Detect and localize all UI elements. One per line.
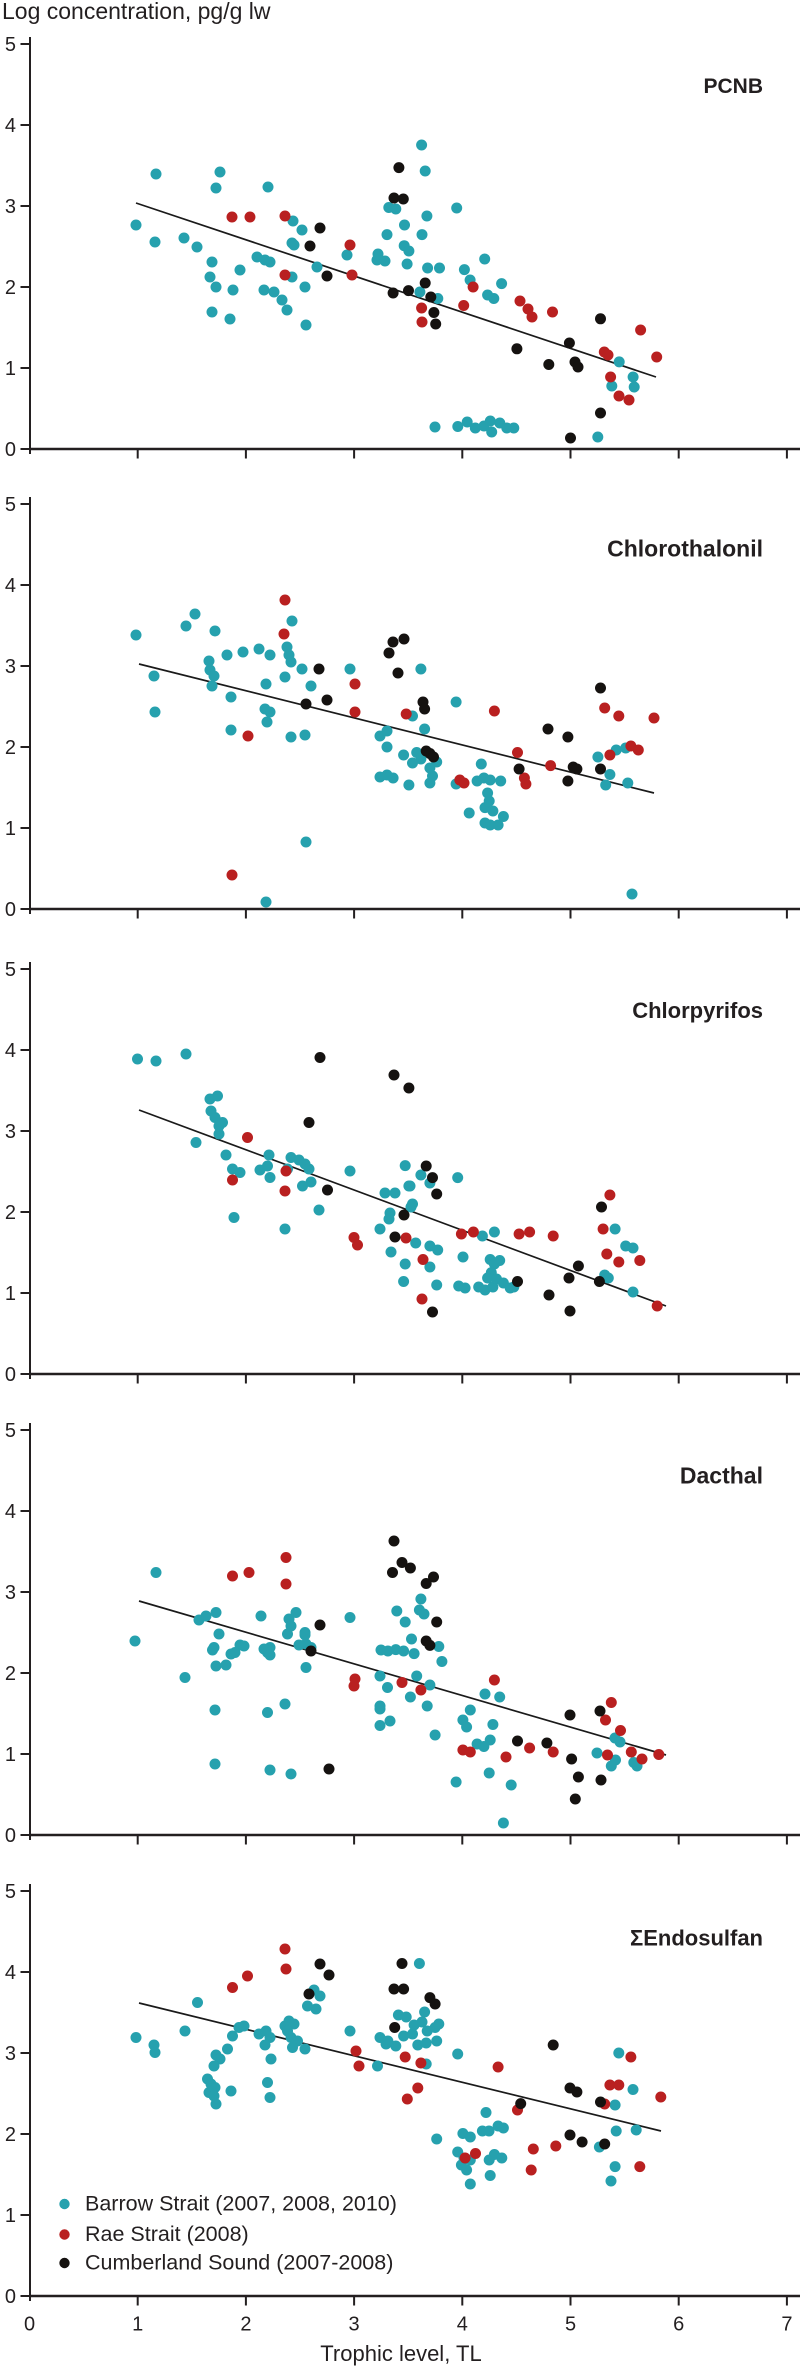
svg-text:Cumberland Sound (2007-2008): Cumberland Sound (2007-2008) bbox=[85, 2251, 393, 2275]
svg-text:1: 1 bbox=[5, 1744, 16, 1766]
svg-text:3: 3 bbox=[349, 2314, 360, 2336]
svg-text:2: 2 bbox=[5, 1663, 16, 1685]
svg-text:PCNB: PCNB bbox=[703, 75, 763, 98]
svg-text:1: 1 bbox=[5, 358, 16, 380]
svg-text:Dacthal: Dacthal bbox=[680, 1463, 763, 1489]
svg-text:Chlorpyrifos: Chlorpyrifos bbox=[632, 998, 763, 1023]
svg-text:Chlorothalonil: Chlorothalonil bbox=[607, 536, 763, 562]
svg-text:0: 0 bbox=[5, 899, 16, 921]
svg-text:2: 2 bbox=[5, 2124, 16, 2146]
svg-text:1: 1 bbox=[5, 2205, 16, 2227]
svg-text:3: 3 bbox=[5, 656, 16, 678]
svg-text:3: 3 bbox=[5, 1121, 16, 1143]
svg-text:ΣEndosulfan: ΣEndosulfan bbox=[630, 1926, 763, 1951]
svg-text:0: 0 bbox=[5, 1825, 16, 1847]
svg-text:2: 2 bbox=[5, 277, 16, 299]
svg-text:6: 6 bbox=[673, 2314, 684, 2336]
svg-text:5: 5 bbox=[565, 2314, 576, 2336]
svg-text:1: 1 bbox=[5, 1283, 16, 1305]
svg-text:3: 3 bbox=[5, 2043, 16, 2065]
svg-text:Log concentration, pg/g lw: Log concentration, pg/g lw bbox=[2, 0, 271, 24]
svg-text:Trophic level, TL: Trophic level, TL bbox=[320, 2341, 481, 2366]
svg-text:4: 4 bbox=[5, 575, 16, 597]
svg-text:3: 3 bbox=[5, 1582, 16, 1604]
svg-text:4: 4 bbox=[5, 1501, 16, 1523]
svg-text:1: 1 bbox=[5, 818, 16, 840]
svg-text:4: 4 bbox=[5, 1962, 16, 1984]
svg-text:7: 7 bbox=[781, 2314, 792, 2336]
svg-text:3: 3 bbox=[5, 196, 16, 218]
svg-text:Rae Strait (2008): Rae Strait (2008) bbox=[85, 2222, 249, 2246]
svg-text:1: 1 bbox=[132, 2314, 143, 2336]
svg-text:0: 0 bbox=[5, 2286, 16, 2308]
svg-text:5: 5 bbox=[5, 34, 16, 56]
svg-text:Barrow Strait (2007, 2008, 201: Barrow Strait (2007, 2008, 2010) bbox=[85, 2192, 397, 2216]
svg-text:2: 2 bbox=[5, 737, 16, 759]
svg-text:5: 5 bbox=[5, 1881, 16, 1903]
svg-text:2: 2 bbox=[5, 1202, 16, 1224]
svg-text:4: 4 bbox=[457, 2314, 468, 2336]
svg-text:5: 5 bbox=[5, 1420, 16, 1442]
svg-text:0: 0 bbox=[5, 1364, 16, 1386]
svg-text:4: 4 bbox=[5, 1040, 16, 1062]
svg-text:5: 5 bbox=[5, 494, 16, 516]
svg-text:2: 2 bbox=[240, 2314, 251, 2336]
svg-text:5: 5 bbox=[5, 959, 16, 981]
svg-text:4: 4 bbox=[5, 115, 16, 137]
svg-text:0: 0 bbox=[5, 439, 16, 461]
svg-text:0: 0 bbox=[24, 2314, 35, 2336]
